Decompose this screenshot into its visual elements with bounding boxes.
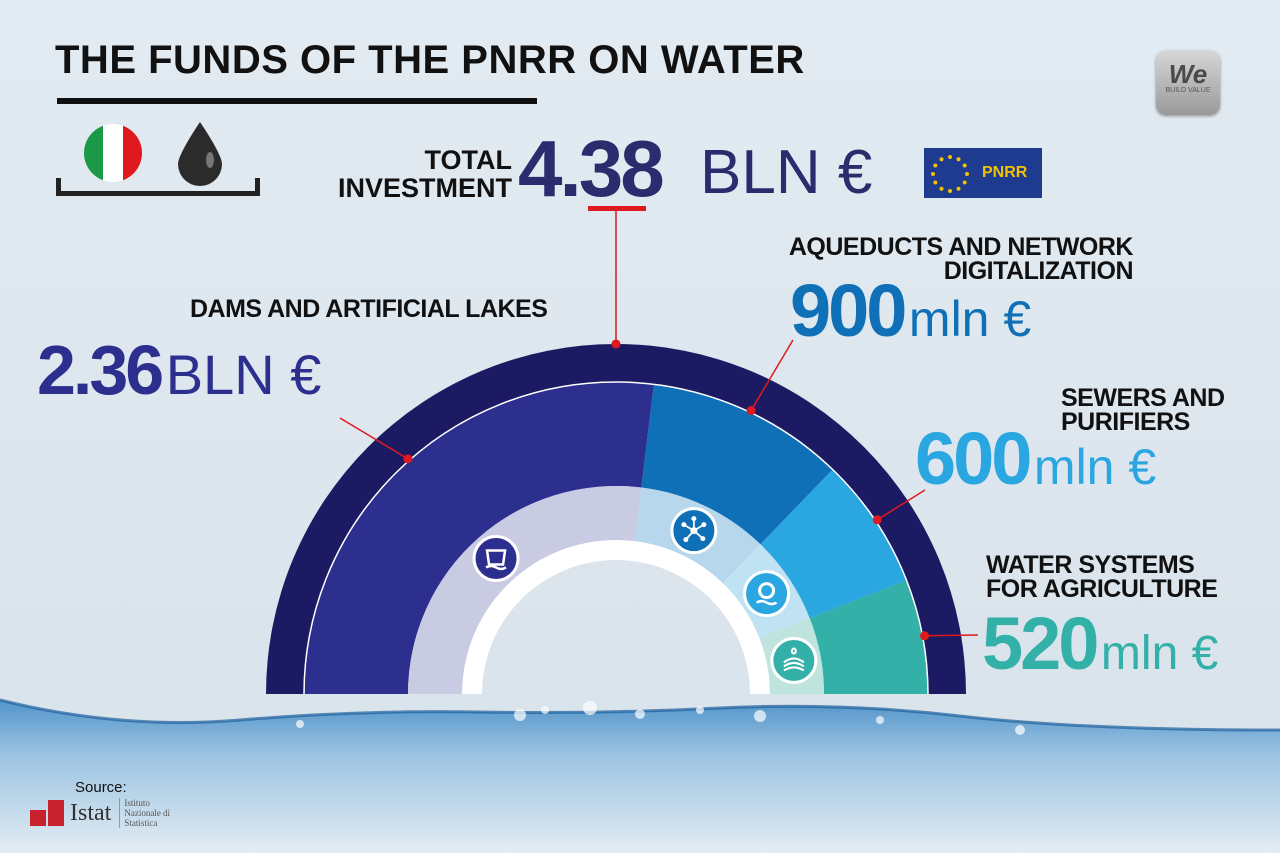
ring-separator [303, 381, 929, 695]
we-build-value-logo: We BUILD VALUE [1156, 51, 1220, 115]
agriculture-icon [770, 636, 818, 684]
brand-tagline: BUILD VALUE [1165, 87, 1211, 94]
callout-dams-dot [403, 454, 413, 464]
value-group-aqueducts: 900 mln € [790, 268, 1031, 353]
callout-agriculture-line [924, 634, 979, 637]
total-investment-unit: BLN € [700, 138, 873, 207]
page-title: THE FUNDS OF THE PNRR ON WATER [55, 38, 805, 82]
unit-agriculture: mln € [1100, 627, 1219, 680]
callout-sewers-line [876, 489, 926, 521]
pnrr-badge-label: PNRR [982, 164, 1028, 181]
inner-slice-dams [408, 486, 642, 694]
unit-sewers: mln € [1033, 439, 1157, 495]
total-investment-label: TOTAL INVESTMENT [316, 146, 512, 202]
value-group-dams: 2.36 BLN € [37, 330, 321, 410]
callout-aqueducts-line [750, 339, 794, 411]
oil-drop-icon [178, 122, 222, 186]
value-group-sewers: 600 mln € [915, 416, 1156, 501]
eu-stars-icon [931, 155, 969, 193]
water-wave-decoration [0, 698, 1280, 853]
total-label-line2: INVESTMENT [337, 173, 512, 203]
slice-dams [304, 382, 654, 694]
istat-mark-icon [30, 800, 64, 826]
italy-flag-icon [84, 124, 142, 182]
value-dams: 2.36 [37, 331, 164, 409]
istat-full-name: Istituto Nazionale di Statistica [119, 798, 184, 828]
title-underline [57, 98, 537, 104]
label-aqueducts: AQUEDUCTS AND NETWORK DIGITALIZATION [788, 233, 1134, 285]
callout-agriculture-dot [920, 631, 930, 641]
inner-white-ring [462, 540, 770, 694]
callout-total-dot [611, 339, 621, 349]
istat-name: Istat [70, 799, 112, 826]
slice-aqueducts [641, 384, 833, 545]
slice-agriculture [809, 580, 928, 694]
network-icon [670, 507, 718, 555]
total-investment-value: 4.38 [518, 124, 665, 213]
pnrr-eu-badge: PNRR [924, 148, 1042, 198]
label-sewers: SEWERS AND PURIFIERS [1061, 384, 1225, 436]
callout-aqueducts-dot [746, 406, 756, 416]
label-agriculture: WATER SYSTEMS FOR AGRICULTURE [986, 551, 1218, 603]
outer-total-band [266, 344, 966, 694]
source-label: Source: [75, 779, 127, 796]
value-sewers: 600 [915, 417, 1032, 500]
istat-logo: Istat Istituto Nazionale di Statistica [30, 798, 184, 828]
total-red-underline [588, 206, 646, 211]
unit-dams: BLN € [165, 343, 322, 406]
value-aqueducts: 900 [790, 269, 907, 352]
label-dams: DAMS AND ARTIFICIAL LAKES [190, 295, 548, 323]
value-agriculture: 520 [982, 602, 1099, 685]
callout-dams-line [339, 417, 409, 460]
icon-bracket [56, 178, 260, 196]
slice-sewers [760, 469, 907, 619]
callout-sewers-dot [872, 515, 882, 525]
dam-icon [472, 534, 520, 582]
total-label-line1: TOTAL [424, 145, 513, 175]
brand-logo-text: We [1168, 59, 1208, 89]
purifier-icon [743, 570, 791, 618]
value-group-agriculture: 520 mln € [982, 601, 1218, 686]
unit-aqueducts: mln € [908, 291, 1032, 347]
